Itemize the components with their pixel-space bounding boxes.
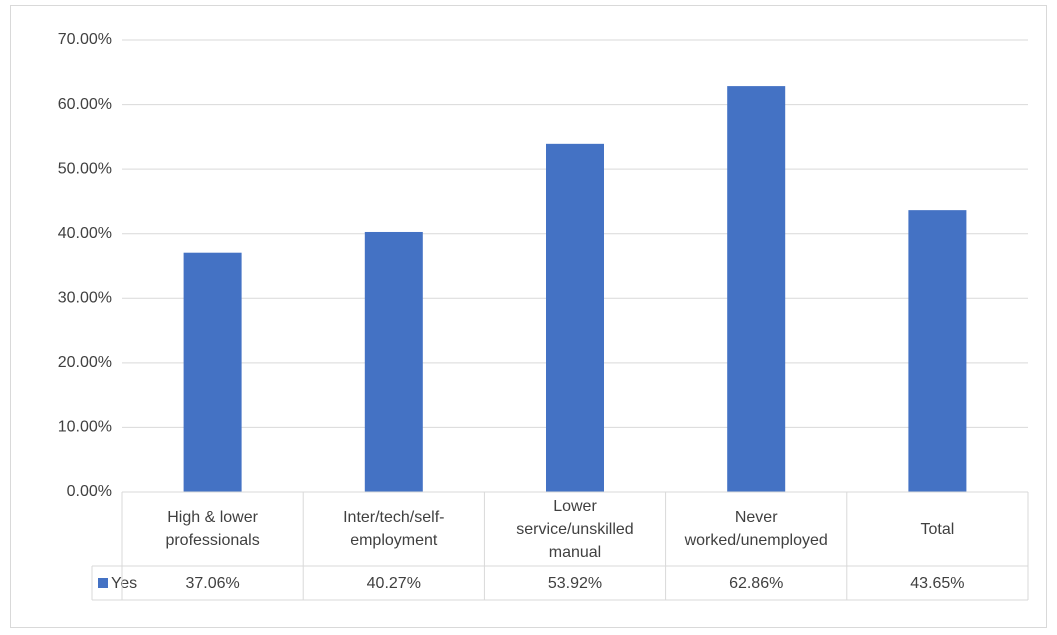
data-table-value: 62.86% [729,575,783,592]
y-tick-label: 0.00% [67,483,112,500]
bar [727,86,786,492]
legend-key [98,578,108,588]
y-tick-label: 50.00% [58,160,112,177]
bar [364,231,423,492]
x-tick-label: High & lower professionals [165,509,260,549]
x-tick-label: Inter/tech/self-employment [343,509,445,549]
bar [546,143,604,492]
data-table-value: 40.27% [367,575,421,592]
x-tick-label: Total [920,520,955,538]
x-tick-label: Never worked/unemployed [684,509,828,549]
x-tick-label: Lower service/unskilled manual [516,497,634,561]
y-tick-label: 40.00% [58,225,112,242]
chart-border [10,5,1047,628]
data-table-value: 43.65% [910,575,964,592]
y-tick-label: 60.00% [58,96,112,113]
data-table-value: 53.92% [548,575,602,592]
legend-label: Yes [111,575,137,592]
data-table-value: 37.06% [185,575,239,592]
bar [183,252,242,492]
y-tick-label: 20.00% [58,354,112,371]
bar [908,210,967,492]
y-tick-label: 10.00% [58,419,112,436]
y-tick-label: 30.00% [58,290,112,307]
y-tick-label: 70.00% [58,31,112,48]
